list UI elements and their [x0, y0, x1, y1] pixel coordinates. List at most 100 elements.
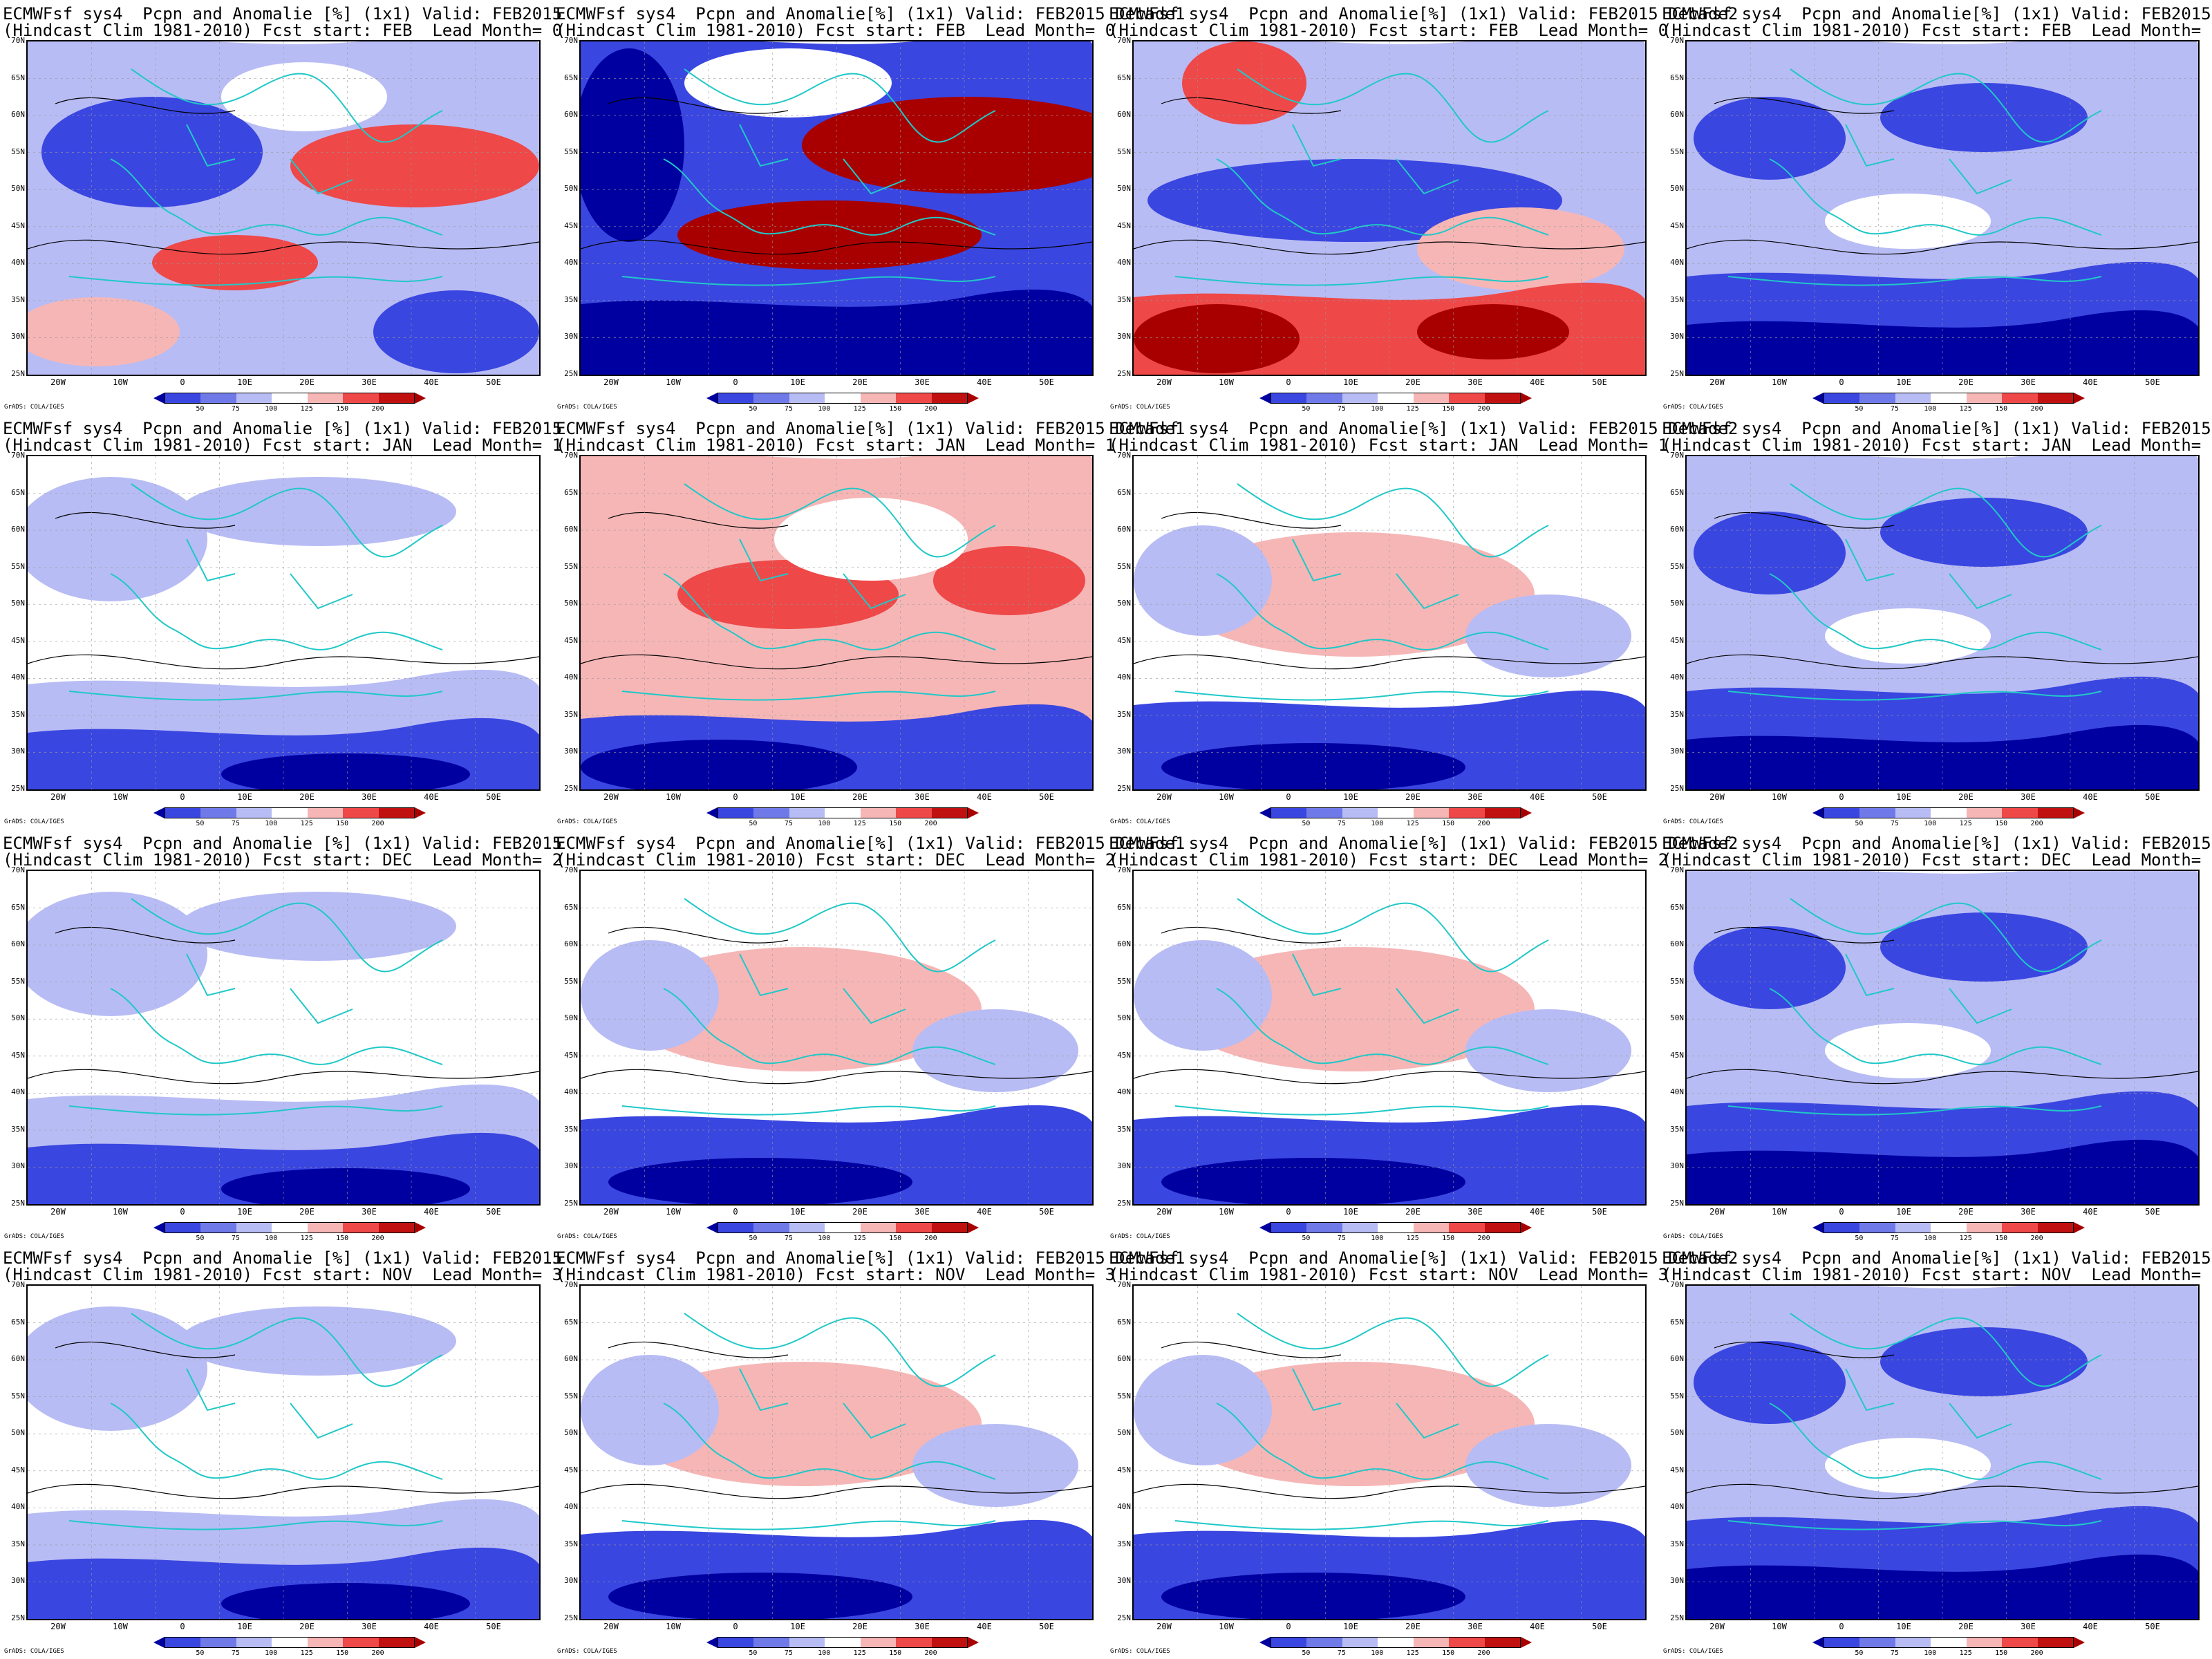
colorbar-high-arrow [968, 1637, 979, 1648]
anomaly-very-dry-area [221, 1168, 470, 1204]
latitude-tick-label: 55N [11, 976, 25, 986]
colorbar-tick-label: 75 [1337, 1235, 1346, 1242]
latitude-tick-label: 55N [1117, 976, 1131, 986]
latitude-tick-label: 70N [1117, 1280, 1131, 1289]
colorbar-swatch [1966, 1223, 2003, 1232]
colorbar-swatch [1824, 1223, 1860, 1232]
longitude-tick-label: 10E [1343, 1207, 1358, 1217]
colorbar-swatch [2037, 1638, 2073, 1647]
anomaly-below-normal-area [1465, 1424, 1631, 1507]
colorbar-swatch [1413, 808, 1450, 818]
longitude-tick-label: 20E [1405, 1622, 1421, 1631]
longitude-tick-label: 20W [1156, 1622, 1172, 1631]
panel-subtitle: (Hindcast Clim 1981-2010) Fcst start: FE… [556, 21, 1116, 40]
colorbar-tick-label: 200 [1477, 1649, 1490, 1657]
colorbar-high-arrow [1521, 1637, 1532, 1648]
colorbar-tick-label: 75 [1890, 405, 1899, 413]
colorbar-swatch [1378, 393, 1414, 403]
latitude-tick-label: 30N [564, 747, 578, 756]
longitude-tick-label: 20E [852, 377, 868, 387]
longitude-tick-label: 10E [1896, 1622, 1911, 1631]
colorbar-tick-label: 150 [1995, 405, 2008, 413]
colorbar-tick-label: 75 [231, 405, 240, 413]
anomaly-map [1132, 455, 1647, 791]
colorbar-high-arrow [2074, 393, 2085, 404]
latitude-tick-label: 45N [1117, 1050, 1131, 1060]
anomaly-wet-area [152, 235, 318, 290]
longitude-tick-label: 30E [2021, 377, 2036, 387]
latitude-tick-label: 60N [564, 525, 578, 534]
colorbar-swatch [1378, 808, 1414, 818]
anomaly-below-normal-area [581, 940, 719, 1051]
colorbar-tick-label: 100 [818, 1235, 831, 1242]
panel-subtitle: (Hindcast Clim 1981-2010) Fcst start: DE… [556, 850, 1116, 870]
colorbar-low-arrow [1259, 807, 1271, 818]
latitude-tick-label: 35N [564, 1539, 578, 1548]
forecast-panel: ECMWFsf sys4 Pcpn and Anomalie[%] (1x1) … [556, 415, 1185, 830]
longitude-tick-label: 20E [852, 1207, 868, 1217]
latitude-tick-label: 50N [1117, 1013, 1131, 1023]
colorbar-tick-label: 100 [1924, 405, 1937, 413]
latitude-tick-label: 70N [11, 36, 25, 45]
colorbar [1824, 807, 2074, 818]
colorbar-swatch [1306, 808, 1342, 818]
latitude-tick-label: 30N [1117, 332, 1131, 341]
forecast-panel: ECMWFsf sys4 Pcpn and Anomalie[%] (1x1) … [1662, 1244, 2212, 1659]
latitude-tick-label: 40N [11, 1502, 25, 1512]
anomaly-dry-area [1694, 1341, 1846, 1424]
latitude-tick-label: 40N [564, 1087, 578, 1097]
colorbar-low-arrow [153, 1637, 165, 1648]
colorbar [1271, 393, 1521, 404]
colorbar-high-arrow [2074, 1222, 2085, 1233]
anomaly-below-normal-area [180, 477, 456, 546]
colorbar-swatch [378, 808, 414, 818]
latitude-tick-label: 50N [1670, 599, 1684, 608]
latitude-tick-label: 40N [1670, 258, 1684, 268]
colorbar-tick-label: 50 [1302, 405, 1311, 413]
longitude-tick-label: 0 [180, 1207, 185, 1217]
anomaly-map-svg [1687, 456, 2198, 789]
colorbar-low-arrow [1812, 1222, 1824, 1233]
longitude-tick-label: 40E [1530, 1207, 1545, 1217]
colorbar-tick-label: 125 [853, 820, 866, 827]
latitude-tick-label: 65N [564, 73, 578, 82]
anomaly-below-normal-area [912, 1424, 1078, 1507]
colorbar-swatch [1306, 393, 1342, 403]
latitude-tick-label: 40N [11, 673, 25, 682]
colorbar-tick-label: 150 [1442, 405, 1455, 413]
colorbar-high-arrow [415, 1222, 426, 1233]
longitude-tick-label: 40E [424, 792, 439, 802]
longitude-tick-label: 40E [2083, 1207, 2098, 1217]
panel-title: ECMWFsf sys4 Pcpn and Anomalie[%] (1x1) … [556, 834, 1185, 853]
colorbar-swatch [1824, 808, 1860, 818]
anomaly-map-svg [1687, 1286, 2198, 1619]
grads-credit: GrADS: COLA/IGES [4, 818, 64, 825]
latitude-tick-label: 35N [11, 709, 25, 719]
longitude-tick-label: 20E [1958, 1622, 1974, 1631]
colorbar [1824, 393, 2074, 404]
colorbar-tick-label: 150 [889, 1235, 902, 1242]
longitude-tick-label: 0 [180, 792, 185, 802]
colorbar-swatch [931, 1638, 967, 1647]
panel-subtitle: (Hindcast Clim 1981-2010) Fcst start: DE… [3, 850, 563, 870]
latitude-tick-label: 60N [11, 939, 25, 949]
longitude-tick-label: 50E [1039, 377, 1054, 387]
latitude-tick-label: 70N [1670, 36, 1684, 45]
anomaly-map-svg [28, 871, 539, 1204]
colorbar-tick-label: 125 [1406, 1235, 1419, 1242]
longitude-tick-label: 0 [1286, 792, 1291, 802]
latitude-tick-label: 45N [564, 221, 578, 230]
anomaly-dry-area [1880, 498, 2088, 567]
longitude-tick-label: 20W [1709, 1207, 1725, 1217]
colorbar-tick-label: 75 [231, 1235, 240, 1242]
colorbar-swatch [1342, 808, 1378, 818]
latitude-tick-label: 45N [11, 1465, 25, 1474]
anomaly-wet-area [290, 124, 539, 207]
anomaly-map [26, 870, 541, 1206]
longitude-tick-label: 40E [1530, 377, 1545, 387]
anomaly-below-normal-area [28, 1306, 207, 1431]
panel-subtitle: (Hindcast Clim 1981-2010) Fcst start: JA… [3, 435, 563, 455]
colorbar-tick-label: 50 [196, 405, 205, 413]
latitude-tick-label: 55N [564, 147, 578, 156]
latitude-tick-label: 35N [1117, 1124, 1131, 1134]
